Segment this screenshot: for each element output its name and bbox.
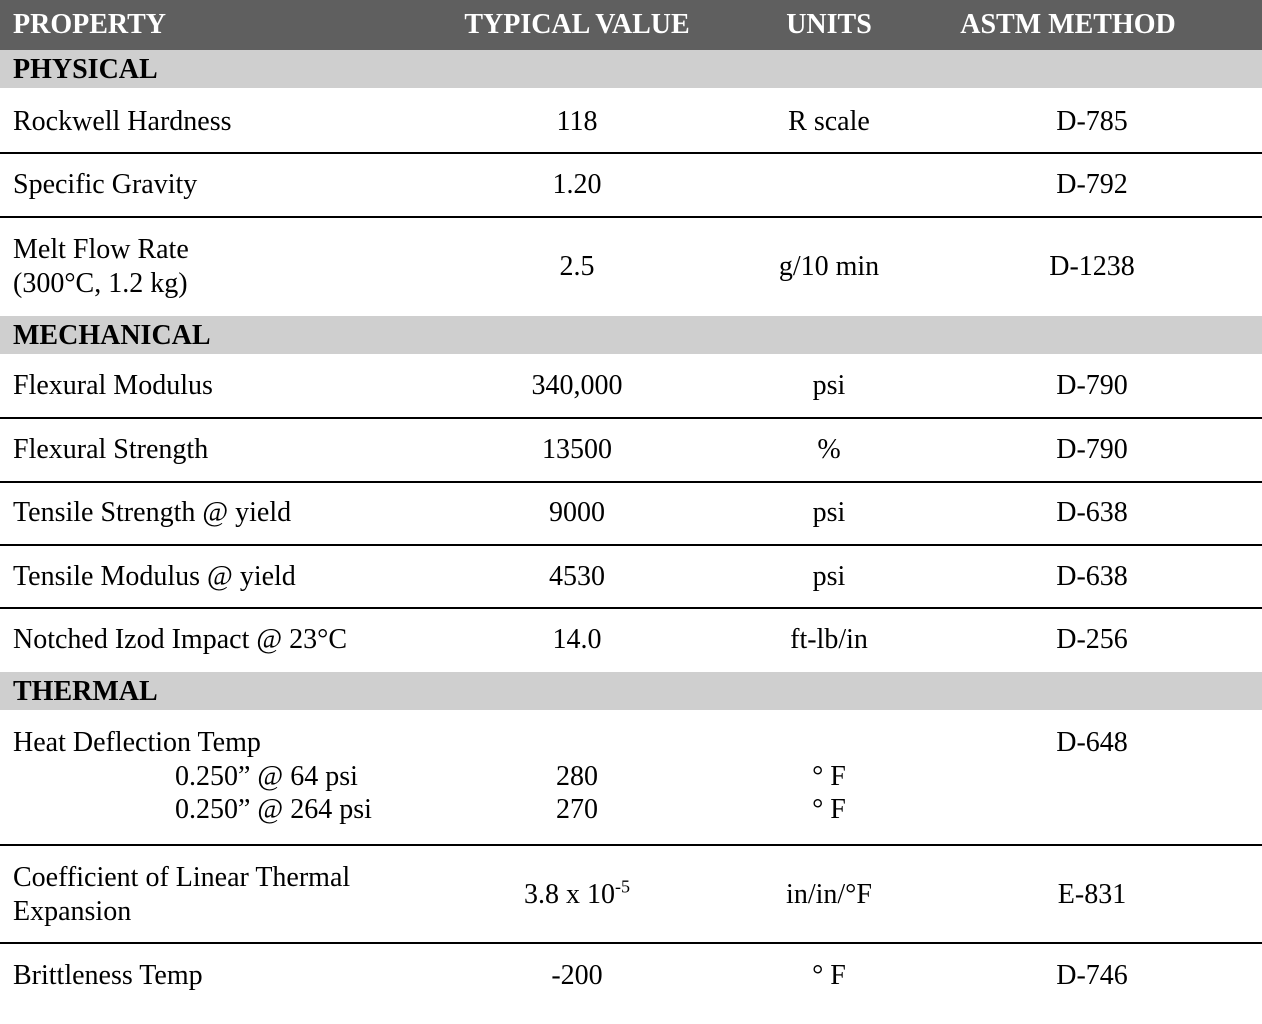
table-row-linear-thermal-expansion: Coefficient of Linear Thermal Expansion …	[0, 846, 1262, 944]
cell-property: Tensile Strength @ yield	[13, 497, 292, 528]
cell-units: %	[817, 434, 841, 465]
cell-sub-units-64psi: ° F	[812, 761, 846, 792]
cell-units: R scale	[788, 106, 870, 137]
table-header: PROPERTY TYPICAL VALUE UNITS ASTM METHOD	[0, 0, 1262, 50]
table-row-flexural-modulus: Flexural Modulus 340,000 psi D-790	[0, 354, 1262, 419]
table-row-rockwell-hardness: Rockwell Hardness 118 R scale D-785	[0, 88, 1262, 154]
cell-sub-label-64psi: 0.250” @ 64 psi	[175, 761, 358, 792]
cell-value-base: 3.8 x 10	[524, 879, 615, 910]
table-row-tensile-strength: Tensile Strength @ yield 9000 psi D-638	[0, 483, 1262, 546]
cell-method: D-790	[1056, 370, 1128, 401]
cell-method: D-746	[1056, 960, 1128, 991]
cell-property-line1: Melt Flow Rate	[13, 234, 189, 265]
cell-units: psi	[812, 561, 846, 592]
cell-value: 118	[556, 106, 598, 137]
cell-value: 9000	[549, 497, 605, 528]
header-property: PROPERTY	[13, 9, 167, 40]
cell-property: Notched Izod Impact @ 23°C	[13, 624, 348, 655]
header-units: UNITS	[786, 9, 872, 40]
cell-method: D-1238	[1049, 251, 1135, 282]
cell-property: Tensile Modulus @ yield	[13, 561, 296, 592]
cell-method: D-638	[1056, 561, 1128, 592]
cell-units: psi	[812, 370, 846, 401]
cell-property: Rockwell Hardness	[13, 106, 232, 137]
cell-method: D-648	[1056, 727, 1128, 758]
section-thermal: THERMAL	[0, 672, 1262, 710]
cell-property-line1: Coefficient of Linear Thermal	[13, 862, 351, 893]
table-row-notched-izod: Notched Izod Impact @ 23°C 14.0 ft-lb/in…	[0, 609, 1262, 672]
cell-units: in/in/°F	[786, 879, 872, 910]
table-row-flexural-strength: Flexural Strength 13500 % D-790	[0, 419, 1262, 483]
cell-units: ft-lb/in	[790, 624, 868, 655]
cell-sub-value-264psi: 270	[556, 794, 598, 825]
cell-method: D-638	[1056, 497, 1128, 528]
cell-sub-value-64psi: 280	[556, 761, 598, 792]
section-title: THERMAL	[13, 676, 158, 707]
table-row-tensile-modulus: Tensile Modulus @ yield 4530 psi D-638	[0, 546, 1262, 609]
cell-value: 4530	[549, 561, 605, 592]
cell-sub-units-264psi: ° F	[812, 794, 846, 825]
cell-units: psi	[812, 497, 846, 528]
cell-method: D-785	[1056, 106, 1128, 137]
section-title: MECHANICAL	[13, 320, 211, 351]
cell-property: Flexural Strength	[13, 434, 209, 465]
cell-property-line2: (300°C, 1.2 kg)	[13, 268, 188, 299]
cell-value: 3.8 x 10-5	[524, 878, 630, 912]
cell-value: 14.0	[552, 624, 602, 655]
table-row-specific-gravity: Specific Gravity 1.20 D-792	[0, 154, 1262, 218]
cell-units: ° F	[812, 960, 846, 991]
cell-value: -200	[551, 960, 603, 991]
cell-method: D-790	[1056, 434, 1128, 465]
cell-property: Brittleness Temp	[13, 960, 203, 991]
cell-value-exponent: -5	[615, 876, 630, 897]
cell-value: 340,000	[531, 370, 623, 401]
cell-value: 1.20	[552, 169, 602, 200]
header-astm-method: ASTM METHOD	[960, 9, 1176, 40]
table-row-heat-deflection: Heat Deflection Temp D-648 0.250” @ 64 p…	[0, 710, 1262, 846]
cell-property: Heat Deflection Temp	[13, 727, 261, 758]
cell-method: E-831	[1057, 879, 1127, 910]
section-physical: PHYSICAL	[0, 50, 1262, 88]
cell-property-line2: Expansion	[13, 896, 132, 927]
cell-property: Specific Gravity	[13, 169, 198, 200]
cell-value: 13500	[542, 434, 612, 465]
header-typical-value: TYPICAL VALUE	[464, 9, 690, 40]
table-row-melt-flow-rate: Melt Flow Rate (300°C, 1.2 kg) 2.5 g/10 …	[0, 218, 1262, 316]
cell-property: Flexural Modulus	[13, 370, 213, 401]
section-title: PHYSICAL	[13, 54, 158, 85]
cell-units: g/10 min	[778, 251, 880, 282]
table-row-brittleness-temp: Brittleness Temp -200 ° F D-746	[0, 944, 1262, 1014]
section-mechanical: MECHANICAL	[0, 316, 1262, 354]
cell-method: D-256	[1056, 624, 1128, 655]
cell-method: D-792	[1056, 169, 1128, 200]
cell-value: 2.5	[559, 251, 595, 282]
cell-sub-label-264psi: 0.250” @ 264 psi	[175, 794, 372, 825]
